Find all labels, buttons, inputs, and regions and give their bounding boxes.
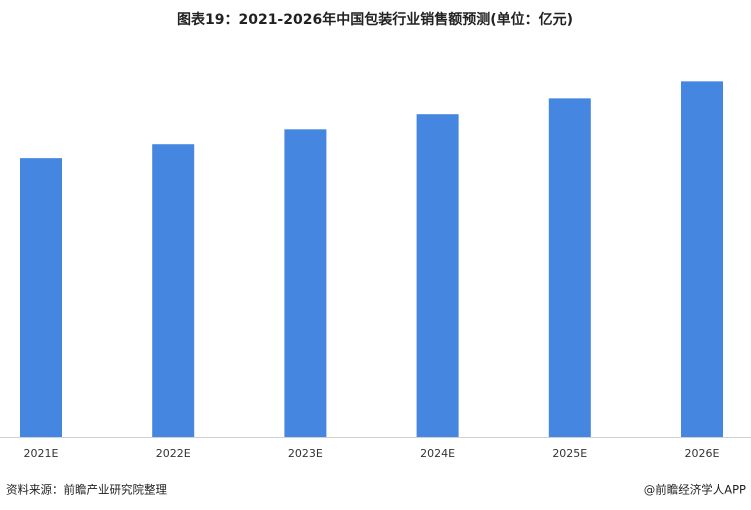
x-tick-label: 2022E bbox=[156, 447, 191, 460]
bar bbox=[152, 144, 195, 437]
bar bbox=[20, 158, 62, 437]
source-note: 资料来源：前瞻产业研究院整理 bbox=[6, 483, 167, 497]
x-tick-label: 2026E bbox=[685, 447, 720, 460]
bar bbox=[284, 129, 327, 437]
bar bbox=[681, 81, 723, 438]
x-tick-label: 2025E bbox=[552, 447, 587, 460]
x-tick-label: 2024E bbox=[420, 447, 455, 460]
x-tick-label: 2023E bbox=[288, 447, 323, 460]
credit: @前瞻经济学人APP bbox=[644, 483, 746, 497]
x-tick-label: 2021E bbox=[24, 447, 59, 460]
bar bbox=[548, 98, 591, 437]
bar bbox=[416, 114, 459, 438]
chart-title: 图表19：2021-2026年中国包装行业销售额预测(单位：亿元) bbox=[177, 11, 573, 28]
